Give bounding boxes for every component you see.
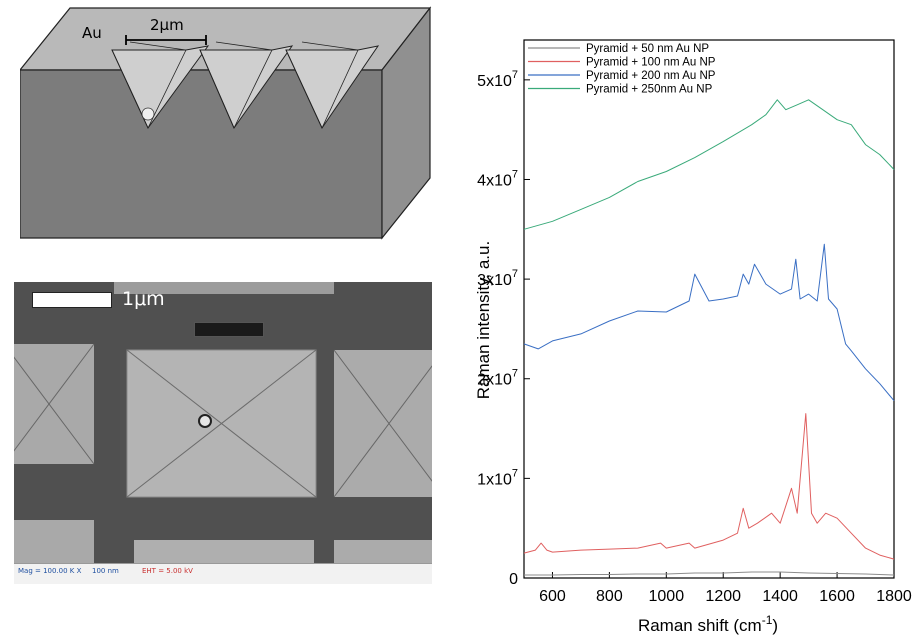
series-line-2 <box>523 413 895 560</box>
plot-area <box>523 39 895 579</box>
legend-label: Pyramid + 200 nm Au NP <box>586 70 716 82</box>
x-tick-label: 1400 <box>762 588 798 605</box>
x-tick-label: 1600 <box>819 588 855 605</box>
legend-label: Pyramid + 50 nm Au NP <box>586 43 709 55</box>
legend-label: Pyramid + 250nm Au NP <box>586 84 713 96</box>
sem-info-mag: Mag = 100.00 K X <box>18 567 82 575</box>
schematic-material-label: Au <box>82 24 102 42</box>
sem-measure-box <box>194 322 264 337</box>
series-line-3 <box>523 243 895 402</box>
y-tick-label: 5x107 <box>477 69 518 90</box>
sem-micrograph: 1μm Mag = 100.00 K X 100 nm EHT = 5.00 k… <box>14 282 432 584</box>
raman-chart: 600 800 1000 1200 1400 1600 1800 0 1x107 2x107 3x1… <box>474 39 912 635</box>
legend: Pyramid + 50 nm Au NP Pyramid + 100 nm Au… <box>528 43 716 96</box>
pyramid-schematic: 2μm Au <box>20 6 432 240</box>
sem-info-eht: EHT = 5.00 kV <box>142 567 193 575</box>
y-tick-label: 3x107 <box>477 268 518 289</box>
y-tick-label: 2x107 <box>477 368 518 389</box>
plot-frame <box>523 39 895 579</box>
x-tick-label: 1800 <box>876 588 912 605</box>
sem-pyramid-right <box>334 350 432 497</box>
sem-info-bar: Mag = 100.00 K X 100 nm EHT = 5.00 kV <box>14 563 432 584</box>
sem-info-scale: 100 nm <box>92 567 119 575</box>
y-tick-label: 4x107 <box>477 168 518 189</box>
x-tick-label: 600 <box>539 588 566 605</box>
x-tick-label: 1000 <box>649 588 685 605</box>
schematic-side-face <box>381 6 431 240</box>
axis-ticks: 600 800 1000 1200 1400 1600 1800 0 1x107 2x107 3x1… <box>477 69 912 605</box>
sem-scale-label: 1μm <box>122 288 165 310</box>
y-axis-label: Raman intensity, a.u. <box>474 241 493 399</box>
series-lines <box>523 99 895 576</box>
au-nanoparticle <box>141 107 155 121</box>
series-line-1 <box>524 571 895 576</box>
sem-pyramid-left <box>14 344 94 464</box>
schematic-scale-label: 2μm <box>150 16 184 34</box>
legend-label: Pyramid + 100 nm Au NP <box>586 57 716 69</box>
sem-nanoparticle <box>198 414 212 428</box>
y-tick-label: 0 <box>509 571 518 588</box>
y-tick-label: 1x107 <box>477 467 518 488</box>
series-line-4 <box>523 99 895 230</box>
sem-pyramid-top <box>114 282 334 294</box>
sem-scale-bar <box>32 292 112 308</box>
x-tick-label: 800 <box>596 588 623 605</box>
x-tick-label: 1200 <box>705 588 741 605</box>
x-axis-label: Raman shift (cm-1) <box>638 613 778 635</box>
